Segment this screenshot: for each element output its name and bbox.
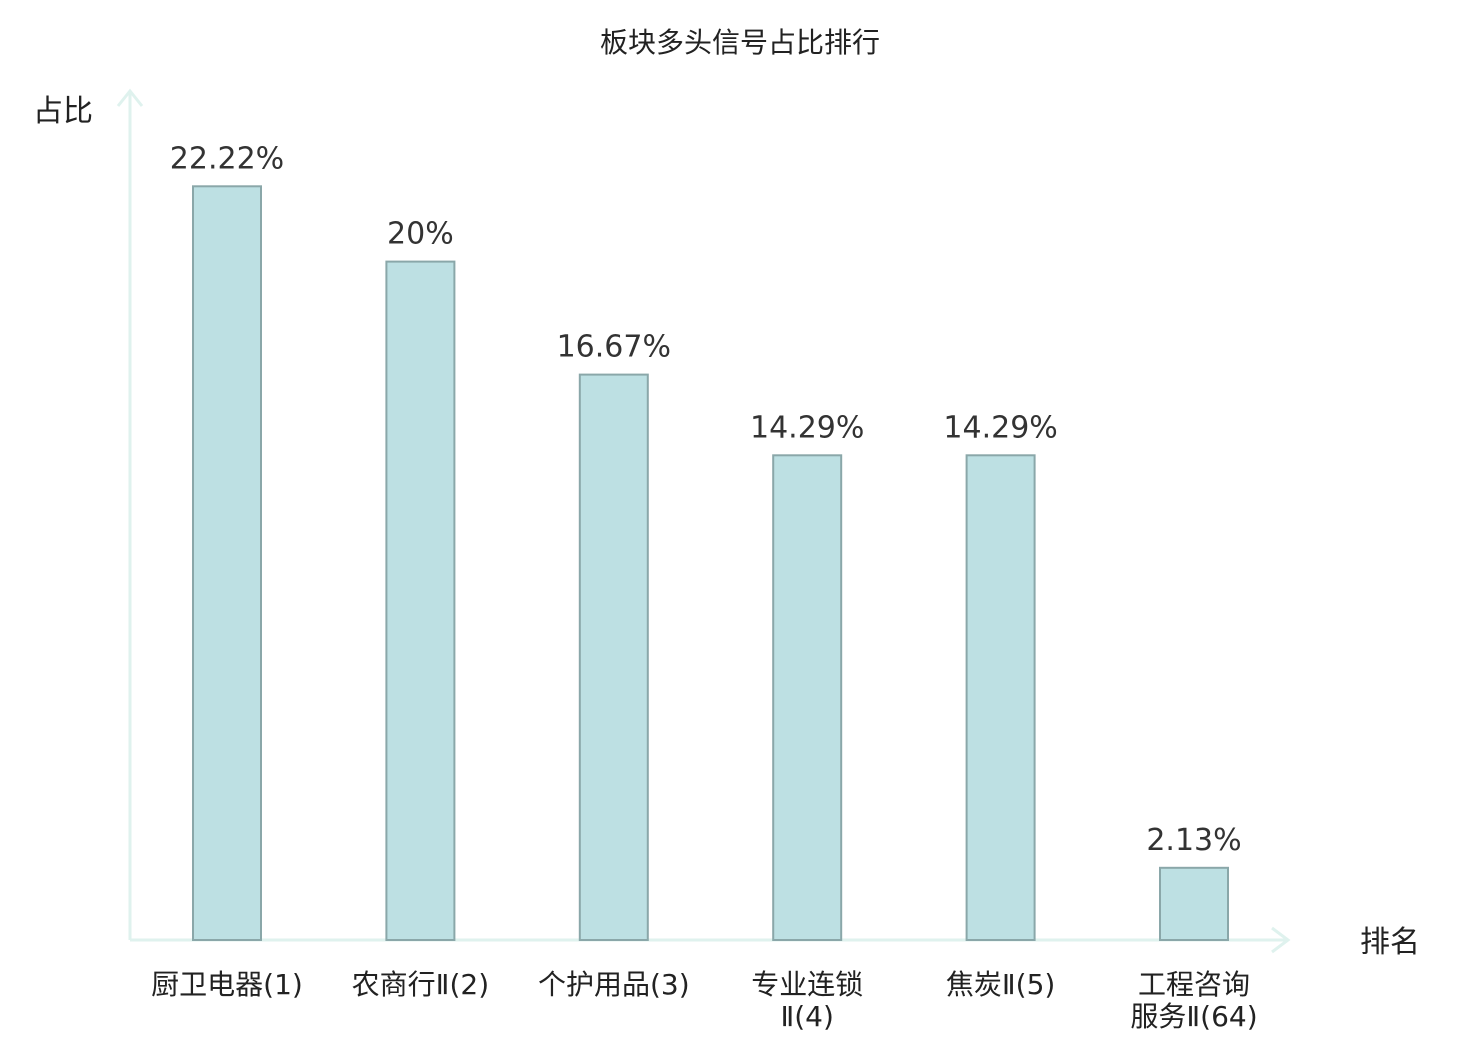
value-label: 14.29%	[750, 410, 864, 445]
x-axis-arrow	[1271, 926, 1291, 954]
bar	[772, 454, 843, 941]
bar	[965, 454, 1036, 941]
x-axis-label: 排名	[1360, 925, 1420, 960]
value-label: 16.67%	[557, 330, 671, 365]
value-label: 22.22%	[170, 141, 284, 176]
bar	[192, 185, 262, 942]
bar	[578, 373, 649, 942]
category-label: 厨卫电器(1)	[151, 968, 303, 1001]
value-label: 20%	[387, 217, 454, 252]
bars-group	[192, 185, 1229, 942]
category-label: 个护用品(3)	[538, 968, 690, 1001]
category-label: Ⅱ(4)	[780, 1000, 833, 1033]
bar	[385, 260, 456, 942]
y-axis-label: 占比	[33, 94, 93, 129]
chart-title: 板块多头信号占比排行	[600, 26, 880, 59]
category-label: 焦炭Ⅱ(5)	[946, 968, 1055, 1001]
y-axis-arrow	[116, 88, 144, 107]
category-label: 专业连锁	[751, 968, 863, 1001]
category-label: 服务Ⅱ(64)	[1130, 1000, 1257, 1033]
category-label: 工程咨询	[1138, 968, 1250, 1001]
bar	[1159, 866, 1229, 941]
value-label: 2.13%	[1146, 823, 1241, 858]
category-label: 农商行Ⅱ(2)	[352, 968, 489, 1001]
value-labels-group: 22.22% 20% 16.67% 14.29% 14.29% 2.13%	[170, 141, 1242, 858]
value-label: 14.29%	[943, 410, 1057, 445]
